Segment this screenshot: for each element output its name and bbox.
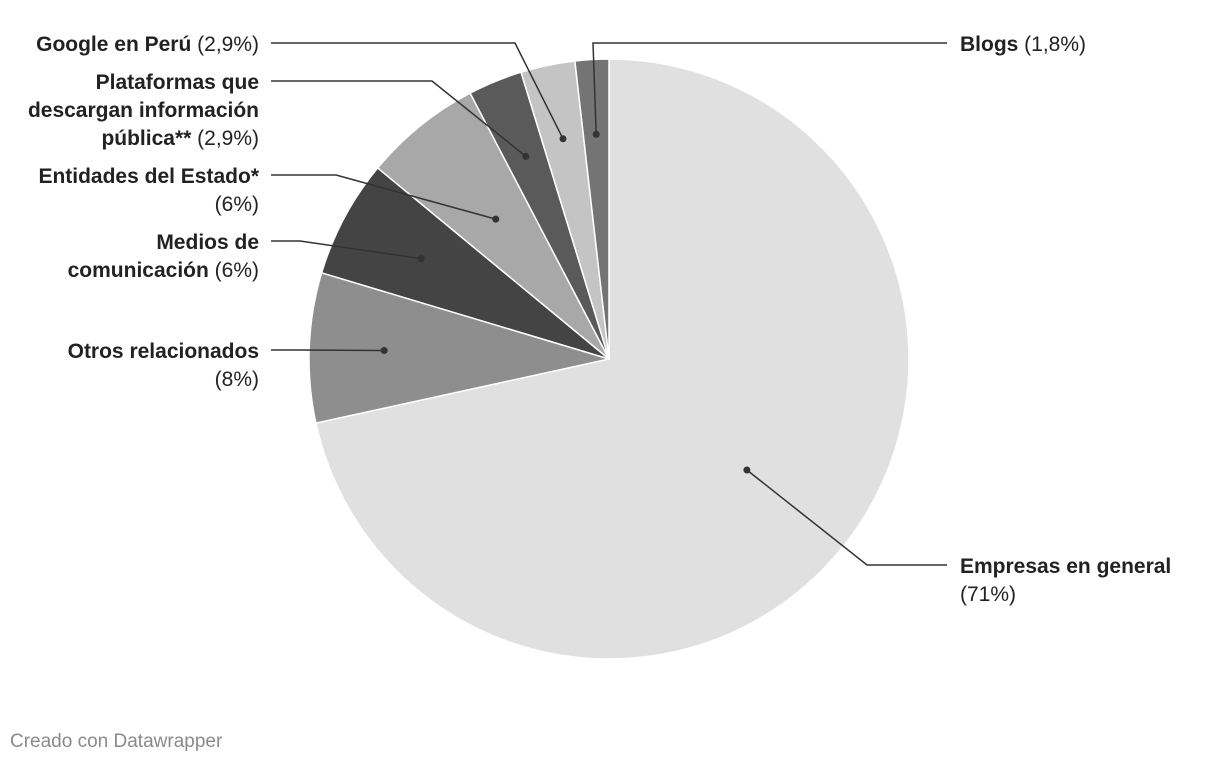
slice-label-line: descargan información bbox=[28, 99, 259, 122]
slice-percent-label: (2,9%) bbox=[191, 127, 259, 150]
slice-label-line: Blogs bbox=[960, 33, 1018, 56]
slice-percent-label: (6%) bbox=[215, 193, 259, 216]
slice-label-medios-de-comunicacion: Medios de comunicación (6%) bbox=[68, 231, 259, 282]
leader-dot-medios-de-comunicacion bbox=[417, 255, 425, 263]
leader-dot-google-en-peru bbox=[559, 135, 567, 143]
slice-percent-label: (2,9%) bbox=[191, 33, 259, 56]
leader-dot-otros-relacionados bbox=[380, 347, 388, 354]
slice-label-line: Google en Perú bbox=[36, 33, 191, 56]
slice-label-line: Plataformas que bbox=[96, 71, 259, 94]
leader-dot-empresas-en-general bbox=[743, 466, 751, 474]
leader-dot-blogs bbox=[592, 130, 600, 138]
slice-label-empresas-en-general: Empresas en general (71%) bbox=[960, 555, 1171, 606]
pie-slice-entidades-del-estado bbox=[376, 92, 610, 360]
leader-dot-plataformas-que-descargan-informacion-publica bbox=[522, 152, 530, 160]
slice-label-otros-relacionados: Otros relacionados (8%) bbox=[68, 340, 259, 391]
leader-line-empresas-en-general bbox=[746, 469, 947, 566]
slice-percent-label: (6%) bbox=[209, 259, 259, 282]
labels-layer: Empresas en general (71%) Otros relacionad… bbox=[28, 33, 1171, 606]
slice-label-line: Otros relacionados bbox=[68, 340, 259, 363]
slice-label-line: Entidades del Estado* bbox=[38, 165, 259, 188]
slice-percent-label: (1,8%) bbox=[1018, 33, 1086, 56]
leader-line-google-en-peru bbox=[271, 42, 564, 140]
leader-lines-layer bbox=[271, 42, 947, 566]
slices-layer bbox=[308, 58, 910, 660]
slice-label-entidades-del-estado: Entidades del Estado* (6%) bbox=[38, 165, 259, 216]
leader-line-medios-de-comunicacion bbox=[271, 240, 422, 260]
leader-line-entidades-del-estado bbox=[271, 174, 496, 220]
pie-slice-medios-de-comunicacion bbox=[320, 167, 610, 360]
pie-slice-empresas-en-general bbox=[315, 58, 910, 660]
leader-line-blogs bbox=[592, 42, 947, 135]
slice-label-line: Empresas en general bbox=[960, 555, 1171, 578]
leader-line-otros-relacionados bbox=[271, 349, 385, 352]
leader-dot-entidades-del-estado bbox=[492, 215, 500, 223]
slice-label-line: comunicación bbox=[68, 259, 209, 282]
pie-slice-blogs bbox=[574, 58, 610, 360]
pie-slice-otros-relacionados bbox=[308, 272, 610, 424]
slice-percent-label: (8%) bbox=[215, 368, 259, 391]
leader-line-plataformas-que-descargan-informacion-publica bbox=[271, 80, 527, 157]
slice-label-blogs: Blogs (1,8%) bbox=[960, 33, 1086, 56]
slice-label-plataformas-que-descargan-informacion-publica: Plataformas que descargan información públ… bbox=[28, 71, 259, 150]
slice-label-line: Medios de bbox=[156, 231, 259, 254]
slice-percent-label: (71%) bbox=[960, 583, 1016, 606]
credit-text: Creado con Datawrapper bbox=[10, 731, 223, 752]
slice-label-line: pública** bbox=[101, 127, 192, 150]
slice-label-google-en-peru: Google en Perú (2,9%) bbox=[36, 33, 259, 56]
